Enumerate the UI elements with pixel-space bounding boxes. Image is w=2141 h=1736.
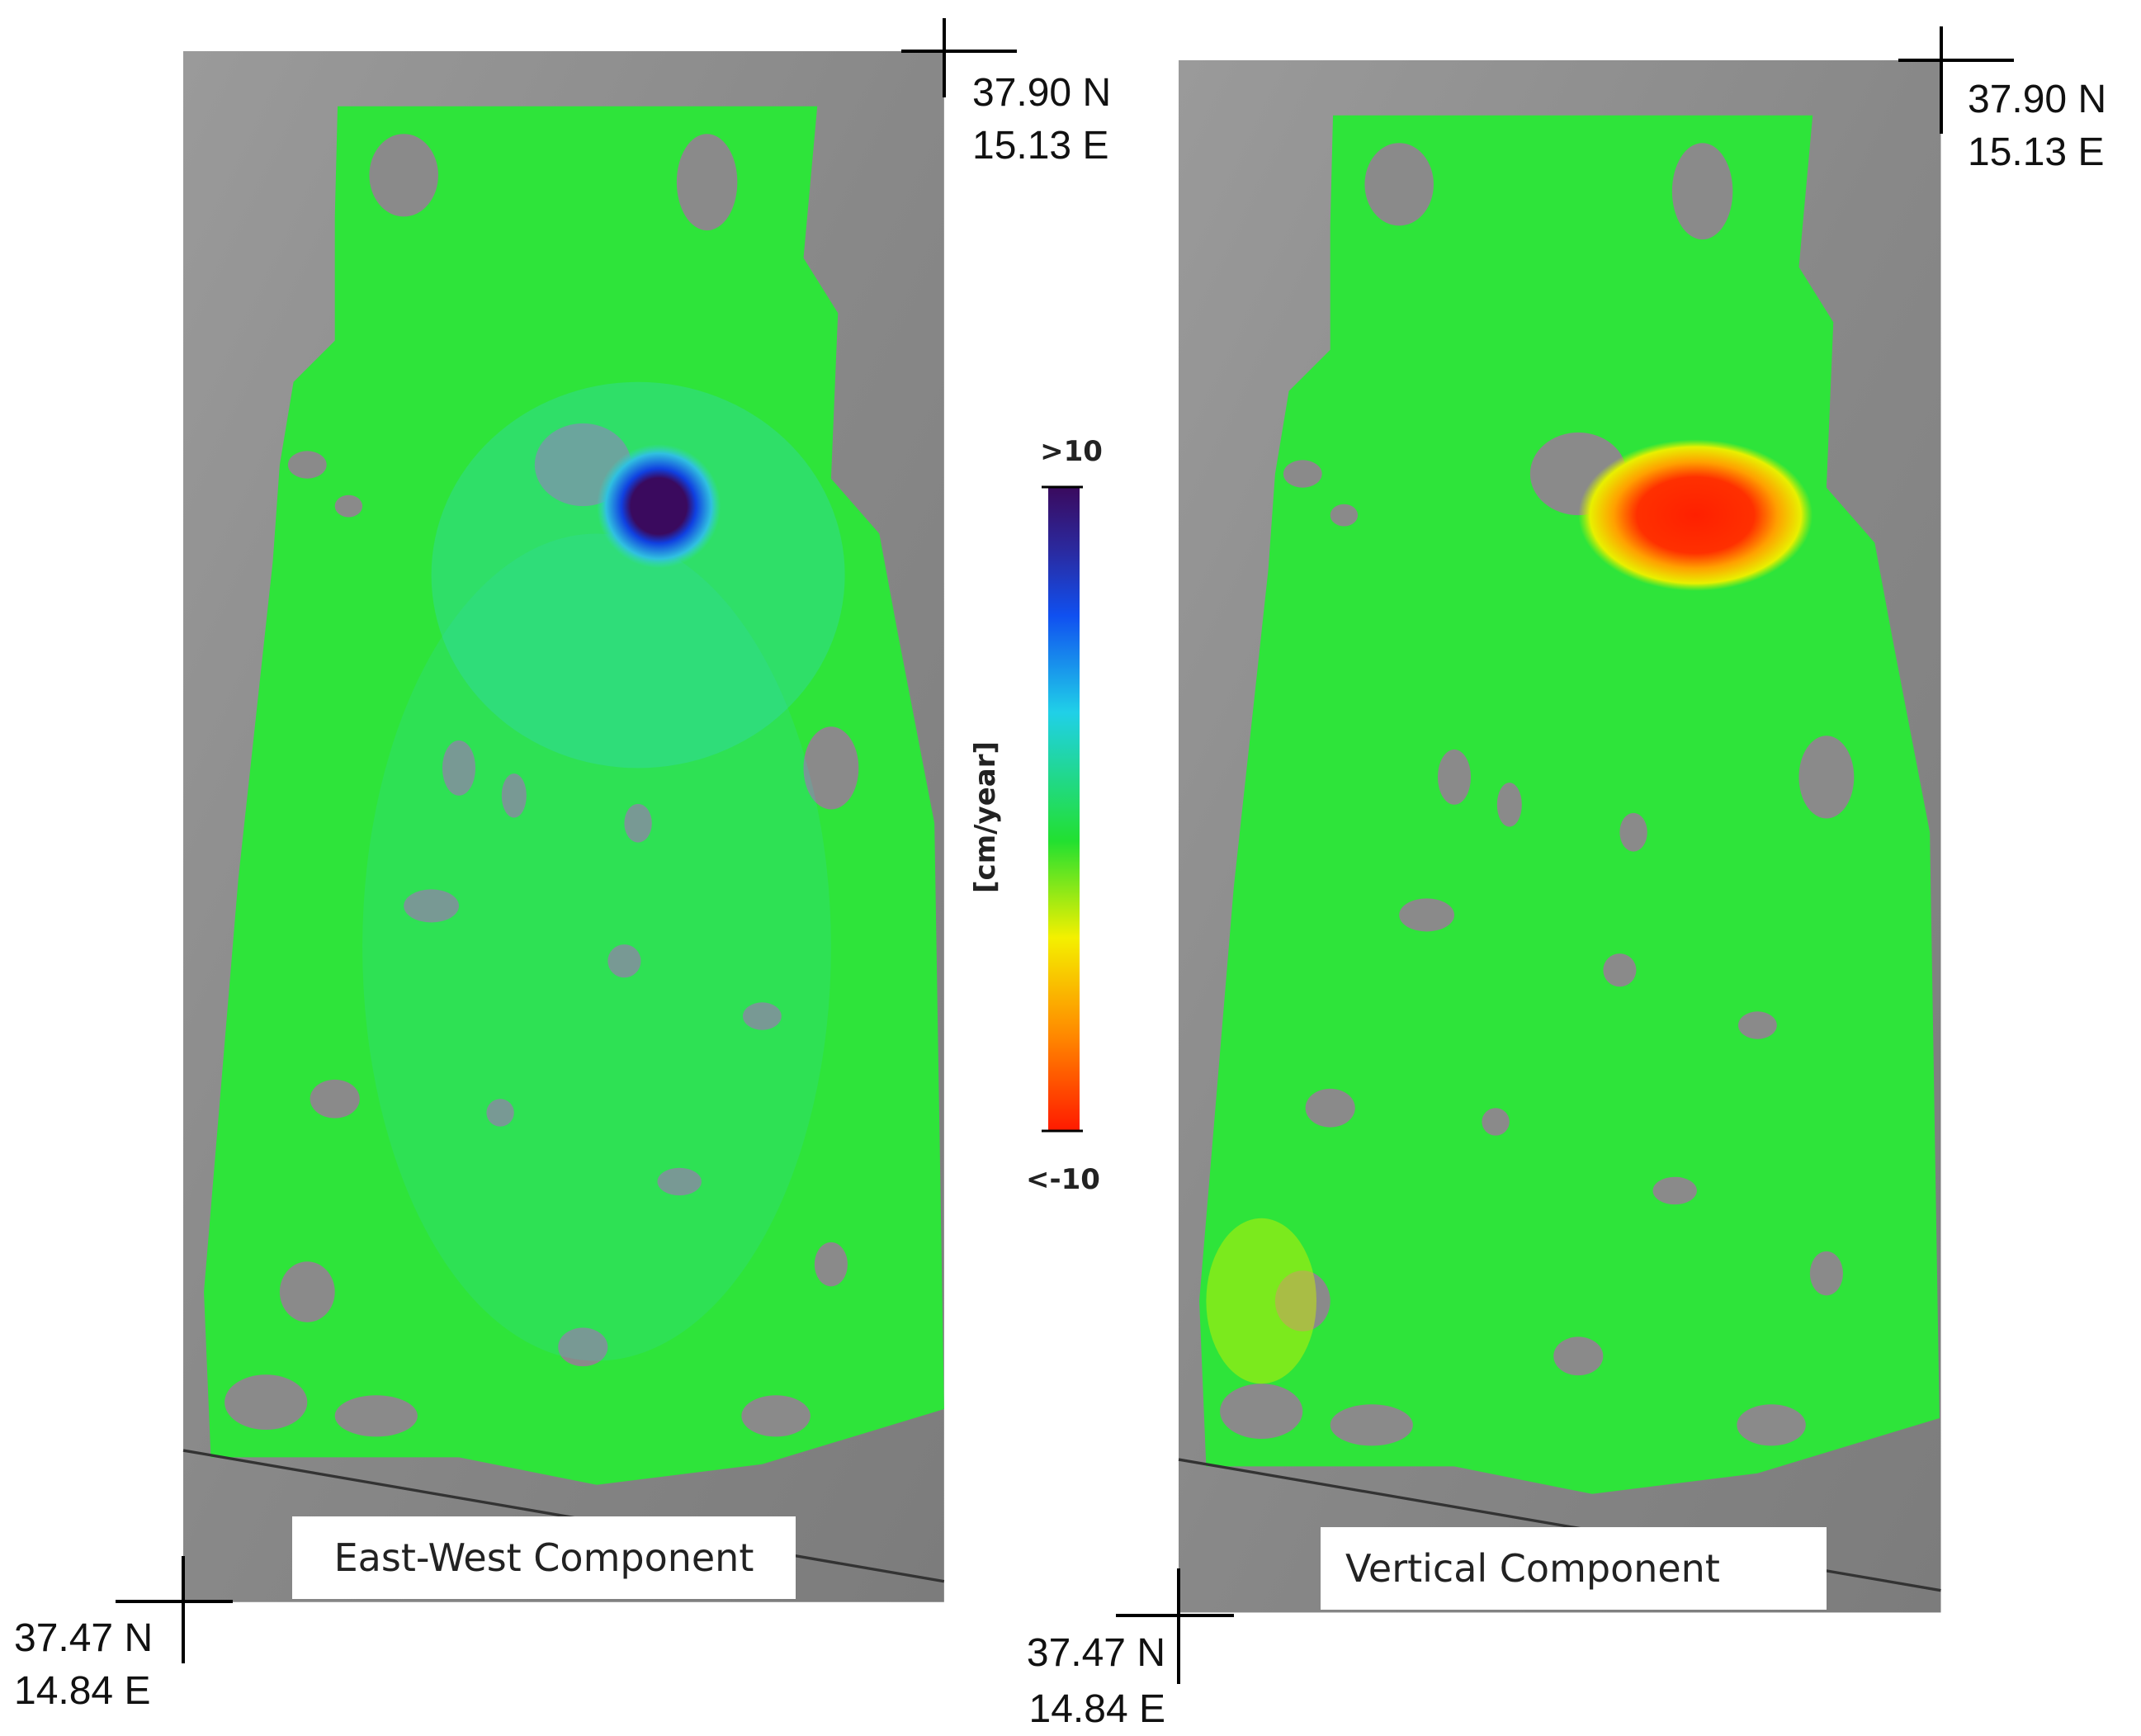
longitude: 15.13 E (972, 124, 1108, 168)
latitude: 37.47 N (1027, 1631, 1165, 1675)
panel-caption: East-West Component (334, 1535, 754, 1580)
latitude: 37.90 N (1968, 78, 2106, 121)
crosshairs (116, 18, 2014, 1684)
map-panel (1178, 60, 1941, 1613)
caption-box (1321, 1527, 1827, 1610)
longitude: 14.84 E (1029, 1687, 1165, 1731)
latitude: 37.47 N (14, 1616, 153, 1660)
map-panel (182, 51, 945, 1602)
caption-box (292, 1516, 796, 1599)
colorbar (1048, 487, 1080, 1131)
colorbar-max: >10 (1040, 435, 1103, 468)
latitude: 37.90 N (972, 71, 1111, 115)
longitude: 15.13 E (1968, 130, 2104, 174)
colorbar-min: <-10 (1026, 1163, 1100, 1196)
panel-caption: Vertical Component (1345, 1546, 1720, 1591)
colorbar-unit: [cm/year] (969, 741, 1002, 893)
longitude: 14.84 E (14, 1669, 150, 1713)
